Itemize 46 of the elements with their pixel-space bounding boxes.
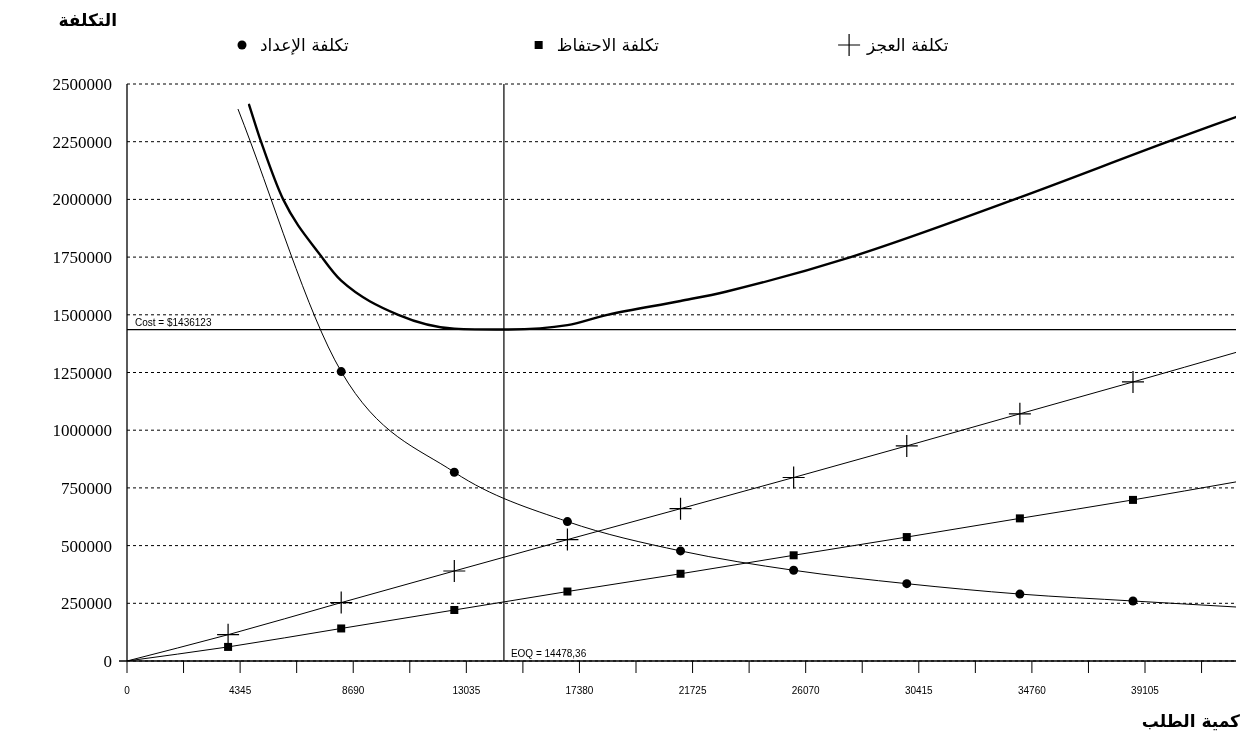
point [224, 642, 233, 651]
legend-label: تكلفة الاحتفاظ [556, 35, 660, 55]
point [1128, 596, 1138, 606]
x-axis-title: كمية الطلب [1141, 711, 1241, 731]
y-tick-label: 750000 [61, 478, 112, 498]
y-tick-label: 1750000 [52, 248, 112, 268]
x-tick-label: 8690 [342, 685, 365, 696]
x-tick-label: 30415 [904, 685, 934, 696]
ref-line-label: EOQ = 14478,36 [510, 648, 587, 659]
y-tick-label: 500000 [61, 536, 112, 556]
y-tick-label: 2000000 [52, 190, 112, 210]
point [902, 579, 912, 589]
x-tick-label: 21725 [678, 685, 707, 696]
point [789, 551, 798, 560]
y-tick-label: 2250000 [52, 132, 112, 152]
point [337, 624, 346, 633]
point [450, 605, 459, 614]
point [336, 367, 346, 377]
x-tick-label: 17380 [565, 685, 594, 696]
y-tick-label: 1250000 [52, 363, 112, 383]
point [562, 517, 572, 527]
x-tick-label: 0 [124, 685, 131, 696]
y-axis-title: التكلفة [58, 10, 117, 30]
point [563, 587, 572, 596]
legend-label: تكلفة الإعداد [260, 35, 349, 55]
x-tick-label: 13035 [452, 685, 481, 696]
y-tick-label: 1500000 [52, 305, 112, 325]
point [1128, 495, 1137, 504]
ref-line-label: Cost = $1436123 [135, 316, 212, 328]
ref-line: Cost = $1436123 [126, 316, 1237, 331]
y-tick-label: 250000 [61, 594, 112, 614]
y-tick-label: 0 [103, 652, 112, 671]
y-tick-label: 1000000 [52, 421, 112, 441]
y-tick-label: 2500000 [52, 75, 112, 94]
x-tick-label: 39105 [1131, 685, 1160, 696]
x-tick-label: 34760 [1018, 685, 1047, 696]
legend-label: تكلفة العجز [866, 35, 949, 55]
x-tick-label: 26070 [791, 685, 821, 696]
point [789, 565, 799, 575]
point [676, 569, 685, 578]
point [449, 467, 459, 477]
x-tick-label: 4345 [228, 685, 252, 696]
point [902, 533, 911, 542]
point [676, 546, 686, 556]
point [1015, 589, 1025, 599]
point [1015, 514, 1024, 523]
